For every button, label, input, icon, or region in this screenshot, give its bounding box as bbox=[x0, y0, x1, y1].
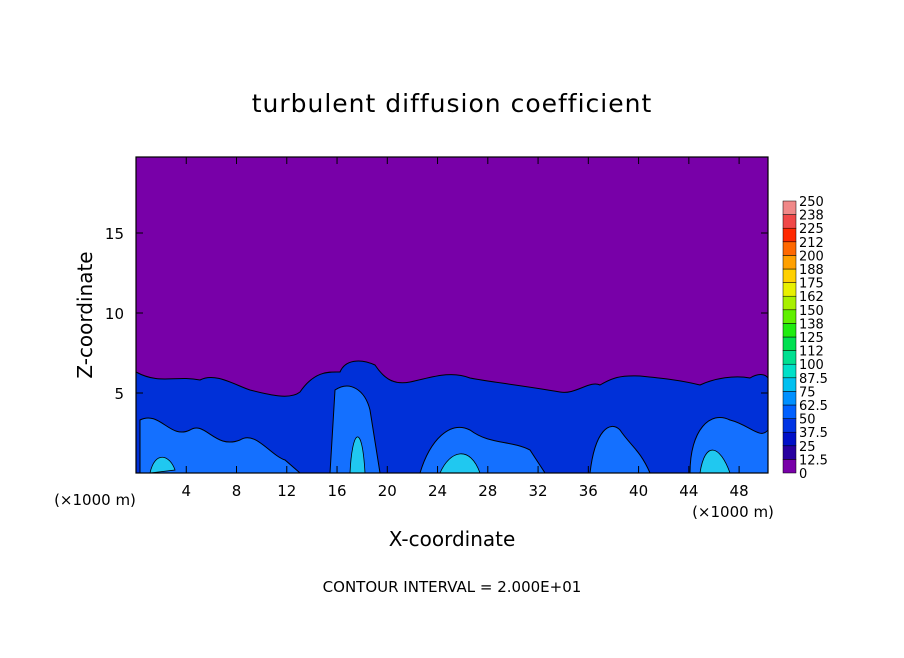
colorbar-label: 62.5 bbox=[799, 399, 828, 414]
y-tick-label: 15 bbox=[105, 225, 124, 243]
field-region bbox=[149, 436, 731, 474]
colorbar-label: 75 bbox=[799, 385, 816, 400]
colorbar-label: 188 bbox=[799, 263, 824, 278]
x-tick-label: 48 bbox=[730, 482, 749, 500]
colorbar-segment bbox=[782, 255, 797, 270]
y-tick-label: 5 bbox=[114, 385, 124, 403]
colorbar-label: 150 bbox=[799, 304, 824, 319]
colorbar-segment bbox=[782, 323, 797, 338]
colorbar-label: 250 bbox=[799, 195, 824, 210]
colorbar-label: 212 bbox=[799, 236, 824, 251]
field bbox=[135, 157, 769, 474]
plot-frame bbox=[135, 156, 769, 474]
x-tick-label: 24 bbox=[428, 482, 447, 500]
colorbar-segment bbox=[782, 377, 797, 392]
colorbar-segment bbox=[782, 200, 797, 215]
x-axis-label: X-coordinate bbox=[389, 527, 516, 551]
colorbar-label: 37.5 bbox=[799, 426, 828, 441]
colorbar-segment bbox=[782, 391, 797, 406]
colorbar-label: 12.5 bbox=[799, 453, 828, 468]
colorbar-segment bbox=[782, 350, 797, 365]
x-tick-label: 16 bbox=[327, 482, 346, 500]
colorbar-label: 0 bbox=[799, 467, 807, 482]
colorbar-segment bbox=[782, 282, 797, 297]
x-tick-label: 36 bbox=[579, 482, 598, 500]
colorbar-segment bbox=[782, 459, 797, 474]
colorbar-segment bbox=[782, 445, 797, 460]
x-tick-label: 32 bbox=[529, 482, 548, 500]
colorbar-label: 112 bbox=[799, 345, 824, 360]
chart-title: turbulent diffusion coefficient bbox=[252, 89, 653, 118]
x-unit-label: (×1000 m) bbox=[692, 503, 774, 521]
x-tick-label: 4 bbox=[181, 482, 191, 500]
x-tick-label: 12 bbox=[277, 482, 296, 500]
colorbar-label: 100 bbox=[799, 358, 824, 373]
colorbar-segment bbox=[782, 227, 797, 243]
colorbar-label: 125 bbox=[799, 331, 824, 346]
colorbar-label: 50 bbox=[799, 413, 816, 428]
x-unit-label: (×1000 m) bbox=[54, 491, 136, 509]
x-tick-label: 28 bbox=[478, 482, 497, 500]
y-axis-label: Z-coordinate bbox=[73, 251, 97, 378]
x-tick-label: 20 bbox=[378, 482, 397, 500]
field-region bbox=[139, 385, 769, 474]
x-tick-label: 40 bbox=[629, 482, 648, 500]
colorbar-label: 200 bbox=[799, 249, 824, 264]
colorbar-label: 225 bbox=[799, 222, 824, 237]
annotation: CONTOUR INTERVAL = 2.000E+01 bbox=[323, 578, 582, 596]
colorbar-segment bbox=[782, 241, 797, 256]
colorbar-segment bbox=[782, 295, 797, 311]
colorbar-segment bbox=[782, 363, 797, 379]
colorbar-segment bbox=[782, 214, 797, 229]
x-tick-label: 44 bbox=[679, 482, 698, 500]
colorbar-label: 138 bbox=[799, 317, 824, 332]
colorbar-segment bbox=[782, 418, 797, 433]
colorbar-segment bbox=[782, 431, 797, 447]
colorbar-label: 25 bbox=[799, 440, 816, 455]
colorbar-segment bbox=[782, 336, 797, 351]
colorbar-label: 87.5 bbox=[799, 372, 828, 387]
colorbar-segment bbox=[782, 309, 797, 324]
colorbar-label: 162 bbox=[799, 290, 824, 305]
colorbar-segment bbox=[782, 268, 797, 283]
colorbar-segment bbox=[782, 404, 797, 419]
x-tick-label: 8 bbox=[232, 482, 242, 500]
colorbar-label: 175 bbox=[799, 277, 824, 292]
colorbar-label: 238 bbox=[799, 209, 824, 224]
y-tick-label: 10 bbox=[105, 305, 124, 323]
